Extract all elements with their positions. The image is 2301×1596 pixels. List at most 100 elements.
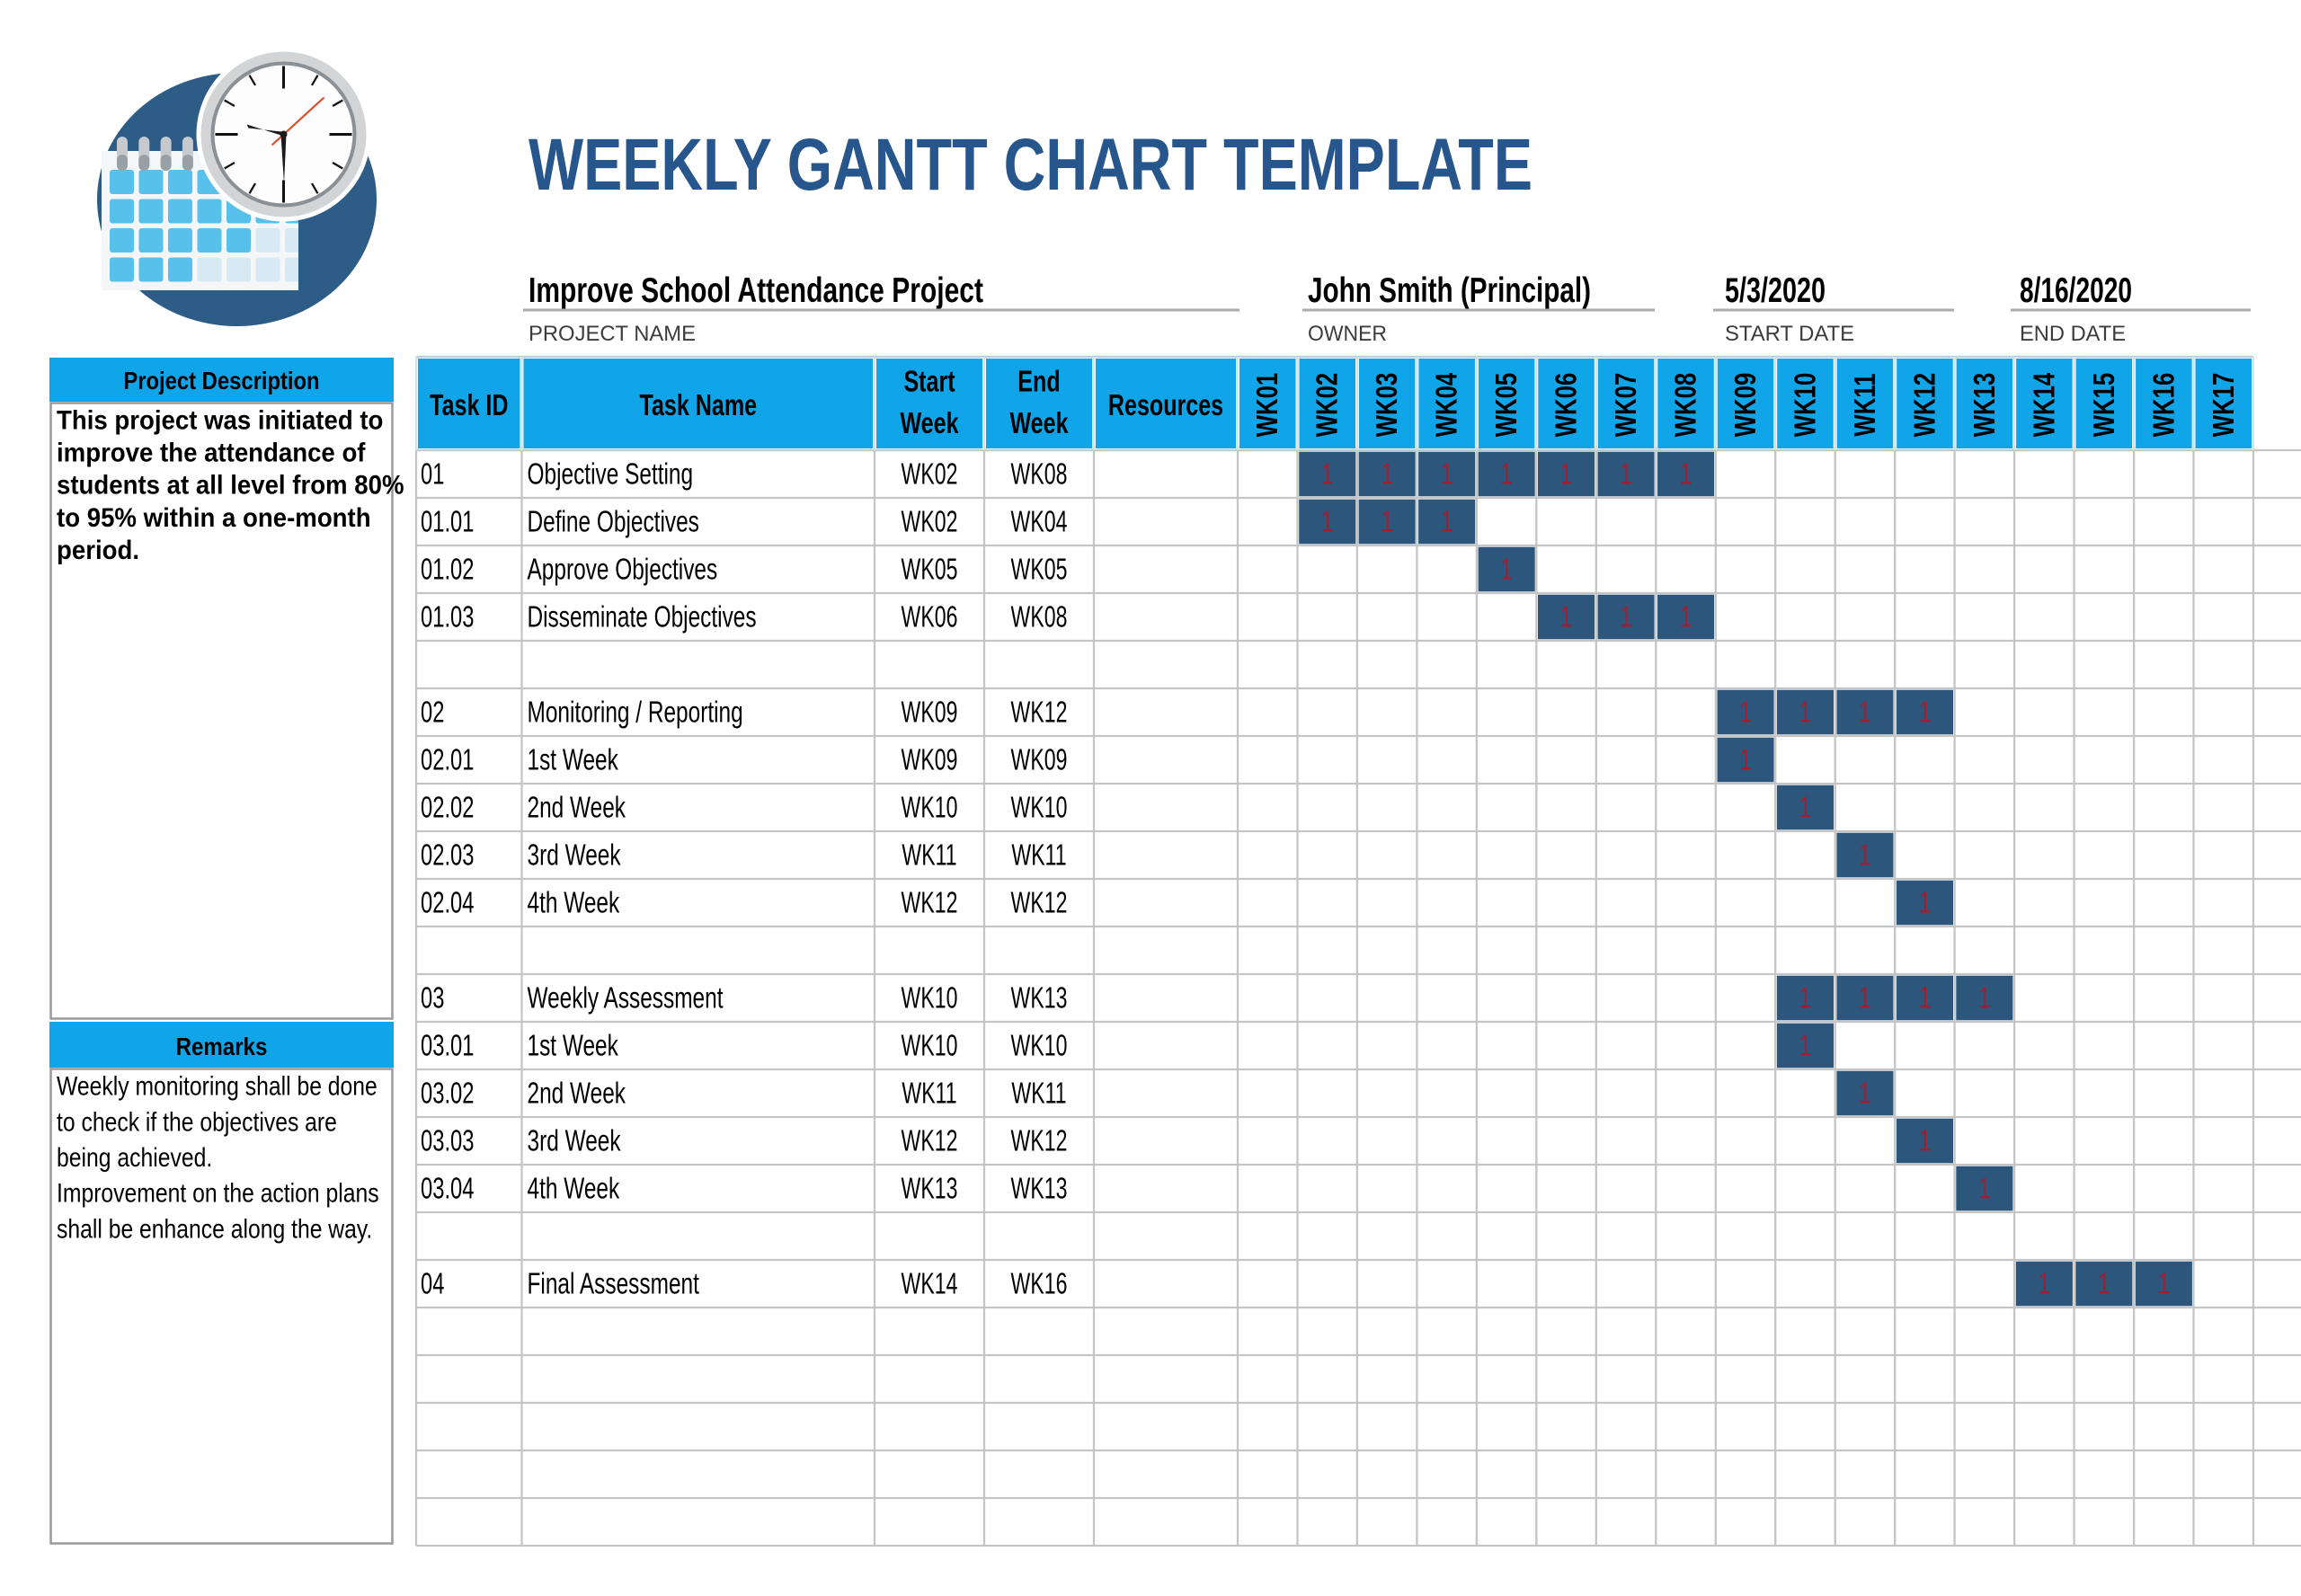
svg-text:1st Week: 1st Week [528,742,619,776]
svg-text:WK13: WK13 [1011,980,1068,1014]
svg-text:WK12: WK12 [1907,373,1941,438]
svg-text:1: 1 [1739,695,1752,728]
svg-text:WK09: WK09 [1728,373,1762,438]
svg-text:period.: period. [57,536,139,565]
svg-text:2nd Week: 2nd Week [528,790,626,823]
svg-text:02.03: 02.03 [421,838,475,871]
svg-text:1: 1 [1680,457,1692,490]
svg-text:Define Objectives: Define Objectives [528,504,699,537]
svg-text:WK10: WK10 [902,980,958,1014]
svg-text:WK06: WK06 [1550,373,1583,438]
svg-text:WK09: WK09 [902,695,958,728]
svg-text:02.02: 02.02 [421,790,475,823]
svg-text:WEEKLY GANTT CHART TEMPLATE: WEEKLY GANTT CHART TEMPLATE [529,124,1533,206]
svg-text:8/16/2020: 8/16/2020 [2020,271,2132,310]
svg-text:WK11: WK11 [1011,1076,1066,1109]
svg-text:01.03: 01.03 [421,599,475,633]
svg-text:Weekly monitoring shall be don: Weekly monitoring shall be done [57,1072,378,1102]
svg-text:Remarks: Remarks [176,1033,268,1060]
svg-text:Project Description: Project Description [123,367,319,395]
svg-text:03.03: 03.03 [421,1123,475,1157]
svg-text:1: 1 [2039,1266,2051,1299]
svg-text:WK17: WK17 [2207,373,2240,438]
svg-text:WK14: WK14 [902,1266,958,1299]
svg-text:WK10: WK10 [1011,1028,1068,1061]
svg-text:WK12: WK12 [1011,1123,1068,1157]
svg-text:WK08: WK08 [1011,599,1068,633]
svg-text:02.04: 02.04 [421,885,475,918]
svg-text:WK10: WK10 [1788,373,1821,438]
svg-text:Week: Week [1009,406,1069,439]
svg-text:improve the attendance of: improve the attendance of [57,439,366,468]
svg-text:being achieved.: being achieved. [57,1143,212,1173]
svg-text:End: End [1017,365,1060,398]
svg-text:WK03: WK03 [1370,373,1403,438]
svg-text:Objective Setting: Objective Setting [528,457,694,490]
svg-text:WK11: WK11 [902,838,956,871]
svg-text:Start: Start [903,365,955,398]
svg-text:1: 1 [1441,504,1453,537]
svg-text:1: 1 [1560,457,1573,490]
svg-text:to check if the objectives are: to check if the objectives are [57,1107,337,1137]
svg-text:01: 01 [421,457,444,490]
svg-text:WK16: WK16 [1011,1266,1068,1299]
svg-text:John Smith (Principal): John Smith (Principal) [1308,271,1591,310]
svg-text:WK07: WK07 [1609,373,1642,438]
svg-text:WK10: WK10 [902,1028,958,1061]
svg-text:1: 1 [1859,695,1871,728]
svg-text:WK09: WK09 [1011,742,1068,776]
svg-text:1: 1 [1919,980,1932,1014]
svg-text:1: 1 [1620,457,1632,490]
svg-text:03.01: 03.01 [421,1028,475,1061]
svg-text:Monitoring / Reporting: Monitoring / Reporting [528,695,743,728]
svg-text:03: 03 [421,980,444,1014]
svg-text:Resources: Resources [1108,388,1223,421]
svg-text:WK09: WK09 [902,742,958,776]
svg-text:3rd Week: 3rd Week [528,838,621,871]
svg-text:OWNER: OWNER [1308,322,1387,346]
svg-text:02: 02 [421,695,444,728]
svg-text:5/3/2020: 5/3/2020 [1725,271,1826,310]
svg-text:2nd Week: 2nd Week [528,1076,626,1109]
svg-text:1: 1 [1560,599,1573,633]
svg-text:students at all level from 80%: students at all level from 80% [57,471,404,501]
svg-text:Task Name: Task Name [640,388,758,421]
svg-text:WK12: WK12 [1011,695,1068,728]
svg-text:03.04: 03.04 [421,1171,475,1204]
svg-text:1: 1 [1859,838,1871,871]
svg-text:1: 1 [1500,552,1513,585]
svg-text:WK11: WK11 [1848,373,1881,436]
svg-text:1: 1 [1859,980,1871,1014]
svg-text:Improvement on the action plan: Improvement on the action plans [57,1179,379,1209]
svg-text:WK01: WK01 [1250,373,1284,438]
svg-text:WK05: WK05 [1489,373,1523,438]
svg-text:WK12: WK12 [1011,885,1068,918]
svg-text:1: 1 [1321,457,1334,490]
svg-text:WK13: WK13 [902,1171,958,1204]
svg-text:1: 1 [1739,742,1752,776]
svg-text:1: 1 [1441,457,1453,490]
svg-text:Weekly Assessment: Weekly Assessment [528,980,724,1014]
svg-text:WK04: WK04 [1430,372,1463,437]
svg-text:WK13: WK13 [1011,1171,1068,1204]
svg-text:1: 1 [1500,457,1513,490]
svg-text:shall be enhance along the way: shall be enhance along the way. [57,1214,372,1244]
svg-text:4th Week: 4th Week [528,885,620,918]
svg-text:WK12: WK12 [902,1123,958,1157]
svg-text:WK11: WK11 [902,1076,956,1109]
svg-text:1: 1 [1321,504,1334,537]
svg-text:1: 1 [1381,457,1393,490]
svg-text:Improve School Attendance Proj: Improve School Attendance Project [529,271,983,310]
svg-text:WK11: WK11 [1011,838,1066,871]
svg-text:Approve Objectives: Approve Objectives [528,552,718,585]
svg-text:4th Week: 4th Week [528,1171,620,1204]
svg-text:03.02: 03.02 [421,1076,475,1109]
svg-text:This project was initiated to: This project was initiated to [57,405,383,435]
svg-text:WK05: WK05 [902,552,958,585]
svg-text:1: 1 [1799,1028,1812,1061]
svg-text:WK14: WK14 [2027,372,2060,437]
svg-text:WK04: WK04 [1011,504,1068,537]
svg-text:WK02: WK02 [902,504,958,537]
svg-text:to 95% within a one-month: to 95% within a one-month [57,503,371,533]
svg-text:WK10: WK10 [1011,790,1068,823]
